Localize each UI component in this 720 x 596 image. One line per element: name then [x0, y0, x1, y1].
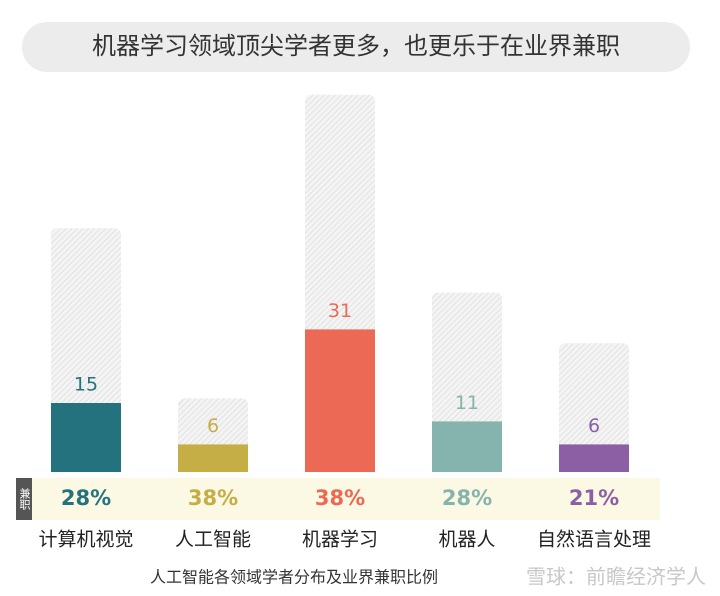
caption: 人工智能各领域学者分布及业界兼职比例 [150, 568, 438, 587]
value-label: 15 [74, 374, 98, 396]
percent-label: 38% [188, 486, 238, 510]
value-label: 6 [588, 415, 600, 437]
percent-label: 28% [442, 486, 492, 510]
value-label: 11 [455, 392, 479, 414]
row-label: 兼职 [18, 488, 31, 511]
bar [178, 444, 248, 472]
bar [51, 403, 121, 472]
bar [559, 444, 629, 472]
category-label: 人工智能 [175, 529, 251, 551]
bar [432, 421, 502, 472]
category-label: 计算机视觉 [38, 529, 133, 551]
category-label: 机器学习 [302, 529, 378, 551]
bar [305, 329, 375, 472]
percent-band [18, 478, 660, 520]
percent-label: 38% [315, 486, 365, 510]
category-label: 自然语言处理 [537, 529, 651, 551]
total-bar [559, 343, 629, 472]
watermark: 雪球：前瞻经济学人 [526, 565, 706, 589]
percent-label: 28% [61, 486, 111, 510]
percent-label: 21% [569, 486, 619, 510]
value-label: 6 [207, 415, 219, 437]
title-pill [22, 22, 690, 72]
value-label: 31 [328, 300, 352, 322]
chart-title: 机器学习领域顶尖学者更多，也更乐于在业界兼职 [92, 32, 620, 60]
category-label: 机器人 [438, 529, 495, 551]
row-label-box [16, 478, 32, 520]
